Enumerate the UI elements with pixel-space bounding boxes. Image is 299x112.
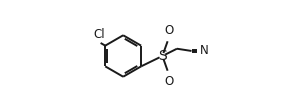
Text: O: O xyxy=(164,24,173,37)
Text: O: O xyxy=(164,75,173,88)
Text: S: S xyxy=(158,49,167,63)
Text: N: N xyxy=(200,44,209,57)
Text: Cl: Cl xyxy=(93,28,105,41)
